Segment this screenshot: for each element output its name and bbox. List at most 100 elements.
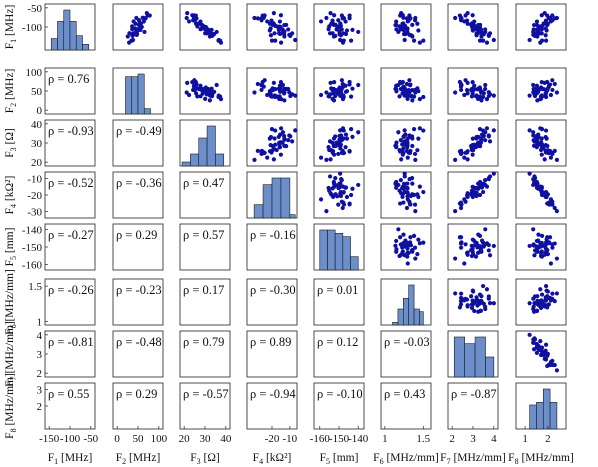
scatter-point: [552, 81, 557, 87]
scatter-point: [459, 83, 464, 88]
scatter-point: [457, 305, 462, 310]
scatter-point: [394, 238, 399, 244]
scatter-point: [459, 87, 464, 93]
panel-r5-c5: [313, 223, 365, 271]
scatter-point: [483, 82, 488, 88]
scatter-point: [465, 21, 470, 26]
scatter-point: [463, 242, 468, 247]
scatter-point: [396, 130, 401, 135]
y-tick-label: 1.5: [28, 281, 42, 293]
scatter-point: [268, 26, 273, 31]
panel-r5-c1: ρ = -0.27: [44, 223, 96, 271]
scatter-point: [474, 94, 479, 99]
scatter-point: [550, 245, 555, 250]
scatter-point: [464, 18, 470, 23]
panel-r7-c3: ρ = 0.79: [179, 330, 231, 378]
scatter-point: [397, 253, 402, 259]
scatter-point: [338, 191, 343, 196]
scatter-point: [479, 90, 484, 95]
y-tick-label: 3: [37, 349, 43, 361]
y-tick-label: 30: [31, 138, 43, 150]
panel-r3-c7: [447, 119, 499, 167]
scatter-point: [268, 91, 273, 96]
scatter-point: [327, 188, 332, 193]
scatter-point: [491, 301, 496, 306]
scatter-point: [470, 237, 475, 242]
scatter-point: [278, 40, 284, 45]
scatter-point: [286, 138, 291, 143]
scatter-point: [541, 243, 546, 248]
scatter-point: [405, 194, 410, 199]
scatter-point: [542, 157, 547, 162]
panel-r3-c2: ρ = -0.49: [112, 119, 164, 167]
scatter-point: [465, 303, 470, 308]
scatter-point: [465, 157, 470, 162]
scatter-point: [318, 19, 324, 24]
scatter-point: [550, 78, 555, 83]
scatter-point: [472, 308, 477, 314]
scatter-point: [134, 15, 139, 21]
scatter-point: [554, 209, 560, 214]
panel-r2-c5: [313, 67, 365, 115]
scatter-point: [286, 27, 291, 32]
y-tick-label: -30: [27, 206, 42, 218]
scatter-point: [480, 94, 486, 100]
scatter-point: [543, 38, 549, 43]
scatter-point: [278, 80, 283, 85]
scatter-point: [538, 253, 544, 259]
scatter-point: [408, 235, 413, 240]
histogram-bar: [137, 73, 145, 115]
scatter-point: [400, 250, 405, 255]
scatter-point: [397, 147, 402, 153]
scatter-point: [333, 134, 338, 139]
scatter-point: [477, 94, 483, 99]
scatter-point: [282, 29, 287, 34]
scatter-point: [491, 171, 496, 176]
x-tick-label: 50: [133, 433, 145, 445]
panel-r3-c6: [380, 119, 432, 167]
y-tick-label: 0: [37, 105, 43, 117]
histogram-bar: [69, 21, 77, 51]
scatter-point: [416, 194, 421, 200]
scatter-point: [527, 93, 532, 98]
panel-r4-c8: [515, 171, 567, 219]
scatter-point: [552, 362, 557, 368]
scatter-point: [538, 305, 544, 311]
x-tick-label: 3: [470, 433, 476, 445]
y-axis-label: F2 [MHz]: [4, 69, 18, 114]
scatter-point: [333, 88, 338, 93]
y-tick-label: -100: [22, 22, 43, 34]
panel-r3-c4: [246, 119, 298, 167]
correlation-label: ρ = -0.36: [116, 176, 162, 190]
scatter-point: [282, 90, 287, 95]
scatter-point: [341, 16, 347, 21]
scatter-point: [255, 148, 260, 153]
histogram-bar: [75, 35, 83, 51]
histogram-bar: [485, 356, 495, 378]
panel-r8-c5: ρ = -0.10: [313, 382, 365, 430]
correlation-label: ρ = 0.17: [183, 283, 224, 297]
scatter-point: [332, 13, 337, 18]
scatter-point: [255, 81, 260, 87]
panel-r6-c2: ρ = -0.23: [112, 278, 164, 326]
scatter-point: [277, 145, 282, 150]
panel-frame: [380, 382, 432, 430]
scatter-point: [411, 192, 417, 198]
scatter-point: [407, 202, 413, 207]
scatter-point: [206, 29, 211, 34]
scatter-point: [192, 87, 197, 93]
panel-r8-c1: ρ = 0.55: [44, 382, 96, 430]
panel-frame: [313, 330, 365, 378]
scatter-point: [538, 339, 543, 344]
scatter-point: [327, 174, 333, 179]
panel-r6-c8: [515, 278, 567, 326]
panel-r4-c5: [313, 171, 365, 219]
panel-frame: [246, 223, 298, 271]
panel-r7-c7: [447, 330, 499, 378]
scatter-point: [552, 16, 557, 21]
scatter-point: [539, 233, 545, 238]
scatter-point: [527, 128, 532, 133]
x-tick-label: -10: [283, 433, 298, 445]
scatter-point: [271, 87, 276, 92]
scatter-point: [411, 94, 417, 99]
